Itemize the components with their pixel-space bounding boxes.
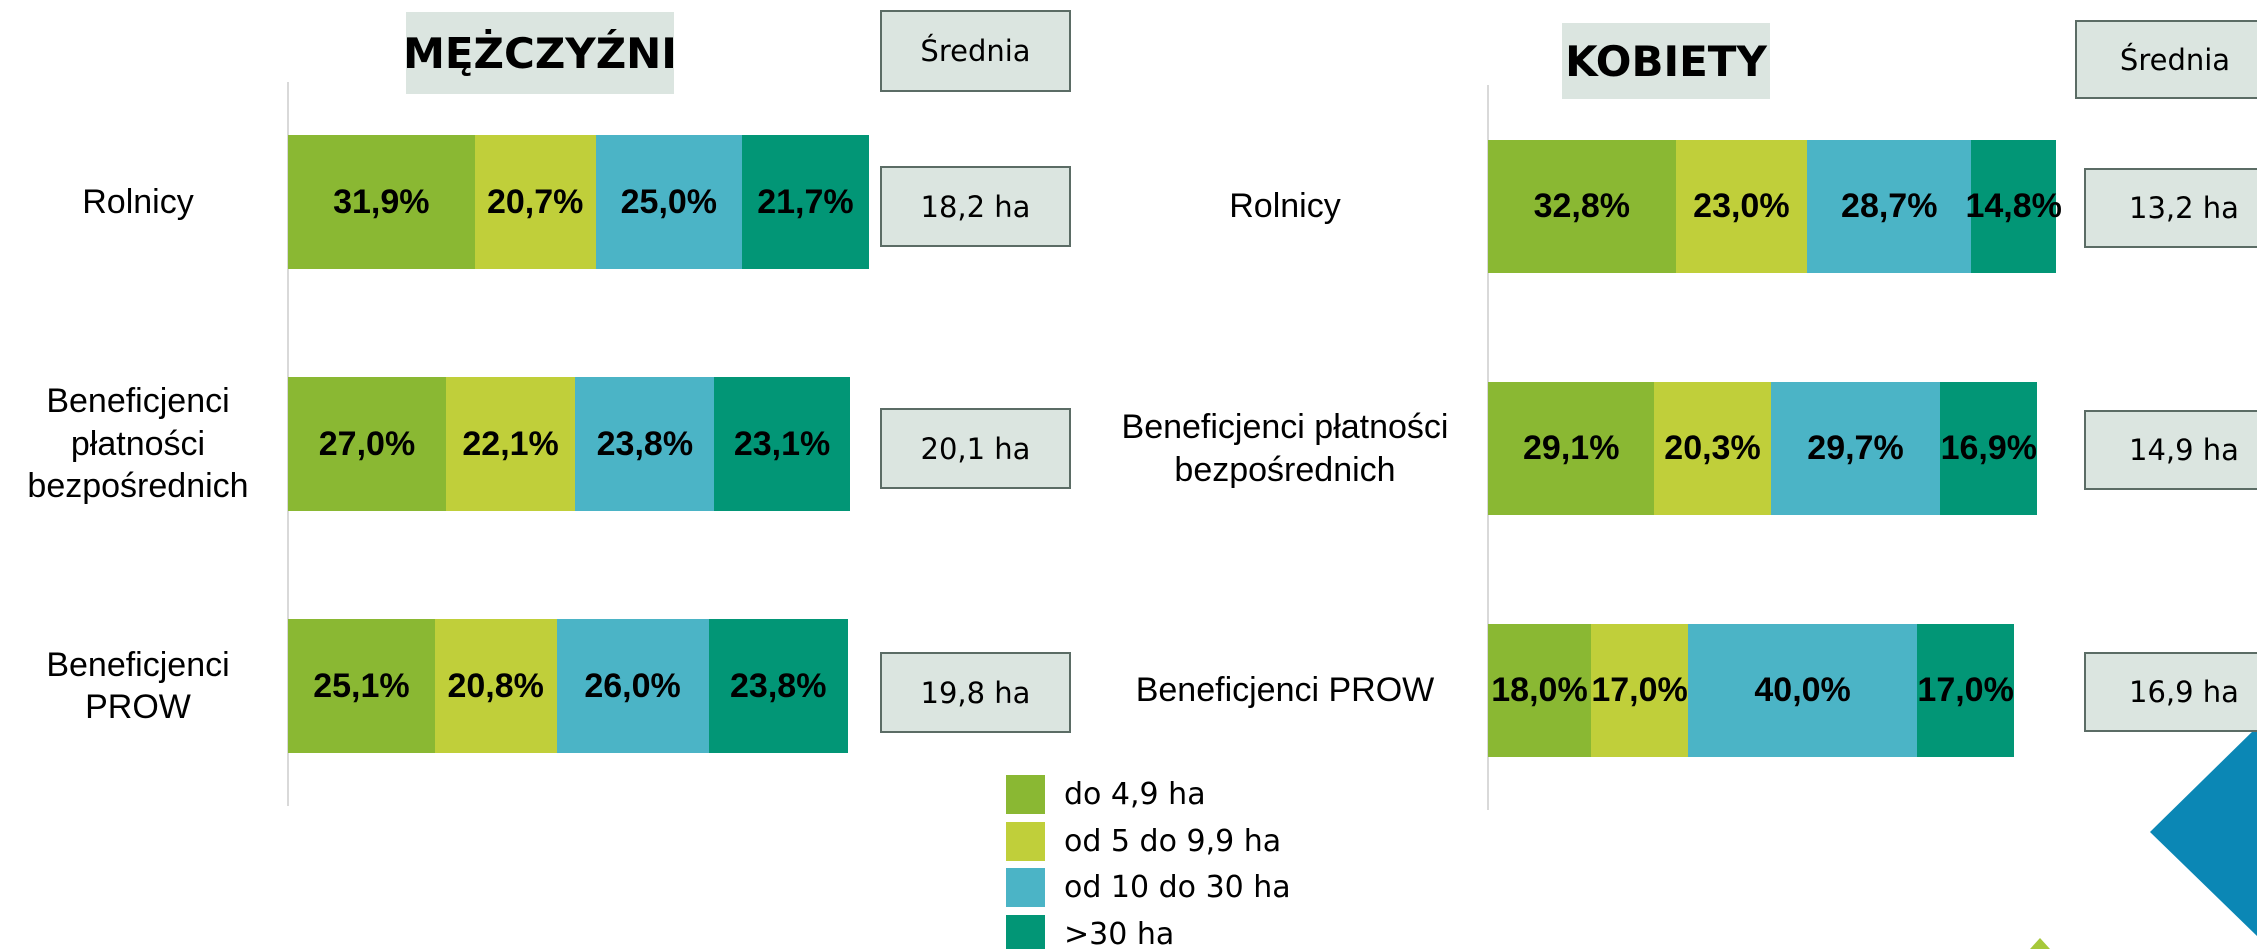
legend-swatch <box>1006 775 1045 814</box>
bar-segment: 20,8% <box>434 619 557 753</box>
bar-segment: 17,0% <box>1917 624 2015 757</box>
bar-segment: 26,0% <box>556 619 709 753</box>
decor-triangle <box>2030 938 2050 949</box>
average-box: 14,9 ha <box>2084 410 2257 490</box>
legend-swatch <box>1006 868 1045 907</box>
bar-segment: 23,1% <box>714 377 850 511</box>
bar-segment: 25,0% <box>595 135 742 269</box>
category-label: Beneficjenci płatności bezpośrednich <box>1121 408 1449 489</box>
chart-title: MĘŻCZYŹNI <box>403 12 677 94</box>
category-label: Beneficjenci płatności bezpośrednich <box>27 382 249 506</box>
bar-segment: 16,9% <box>1940 382 2038 515</box>
average-box: 19,8 ha <box>880 652 1071 733</box>
bar-segment: 21,7% <box>741 135 869 269</box>
bar-segment: 20,3% <box>1654 382 1771 515</box>
bar-segment: 32,8% <box>1488 140 1676 273</box>
bar-segment: 27,0% <box>288 377 446 511</box>
legend-label: do 4,9 ha <box>1064 777 1206 812</box>
bar-segment: 23,8% <box>575 377 715 511</box>
average-box: 16,9 ha <box>2084 652 2257 732</box>
bar-segment: 20,7% <box>474 135 596 269</box>
chart-title: KOBIETY <box>1562 23 1770 99</box>
category-label: Rolnicy <box>82 182 194 221</box>
bar-segment: 18,0% <box>1488 624 1591 757</box>
average-title: Średnia <box>2075 20 2257 99</box>
bar-segment: 23,0% <box>1675 140 1808 273</box>
bar-segment: 28,7% <box>1807 140 1972 273</box>
bar-segment: 14,8% <box>1965 140 2062 273</box>
average-box: 18,2 ha <box>880 166 1071 247</box>
average-title: Średnia <box>880 10 1071 92</box>
bar-segment: 17,0% <box>1590 624 1689 757</box>
category-label: Beneficjenci PROW <box>46 645 230 727</box>
bar-segment: 40,0% <box>1688 624 1917 757</box>
bar-segment: 22,1% <box>445 377 576 511</box>
category-label: Beneficjenci PROW <box>1135 671 1435 710</box>
legend-label: od 5 do 9,9 ha <box>1064 823 1282 859</box>
category-label: Rolnicy <box>1229 187 1341 226</box>
legend-label: od 10 do 30 ha <box>1064 870 1291 905</box>
average-box: 20,1 ha <box>880 408 1071 489</box>
legend-swatch <box>1006 821 1045 861</box>
bar-segment: 31,9% <box>288 135 475 269</box>
bar-segment: 29,1% <box>1488 382 1655 515</box>
decor-triangle <box>2150 727 2257 936</box>
bar-segment: 29,7% <box>1770 382 1941 515</box>
bar-segment: 23,8% <box>708 619 848 753</box>
average-box: 13,2 ha <box>2084 168 2257 248</box>
legend-label: >30 ha <box>1064 916 1175 949</box>
bar-segment: 25,1% <box>288 619 435 753</box>
legend-swatch <box>1006 914 1045 949</box>
